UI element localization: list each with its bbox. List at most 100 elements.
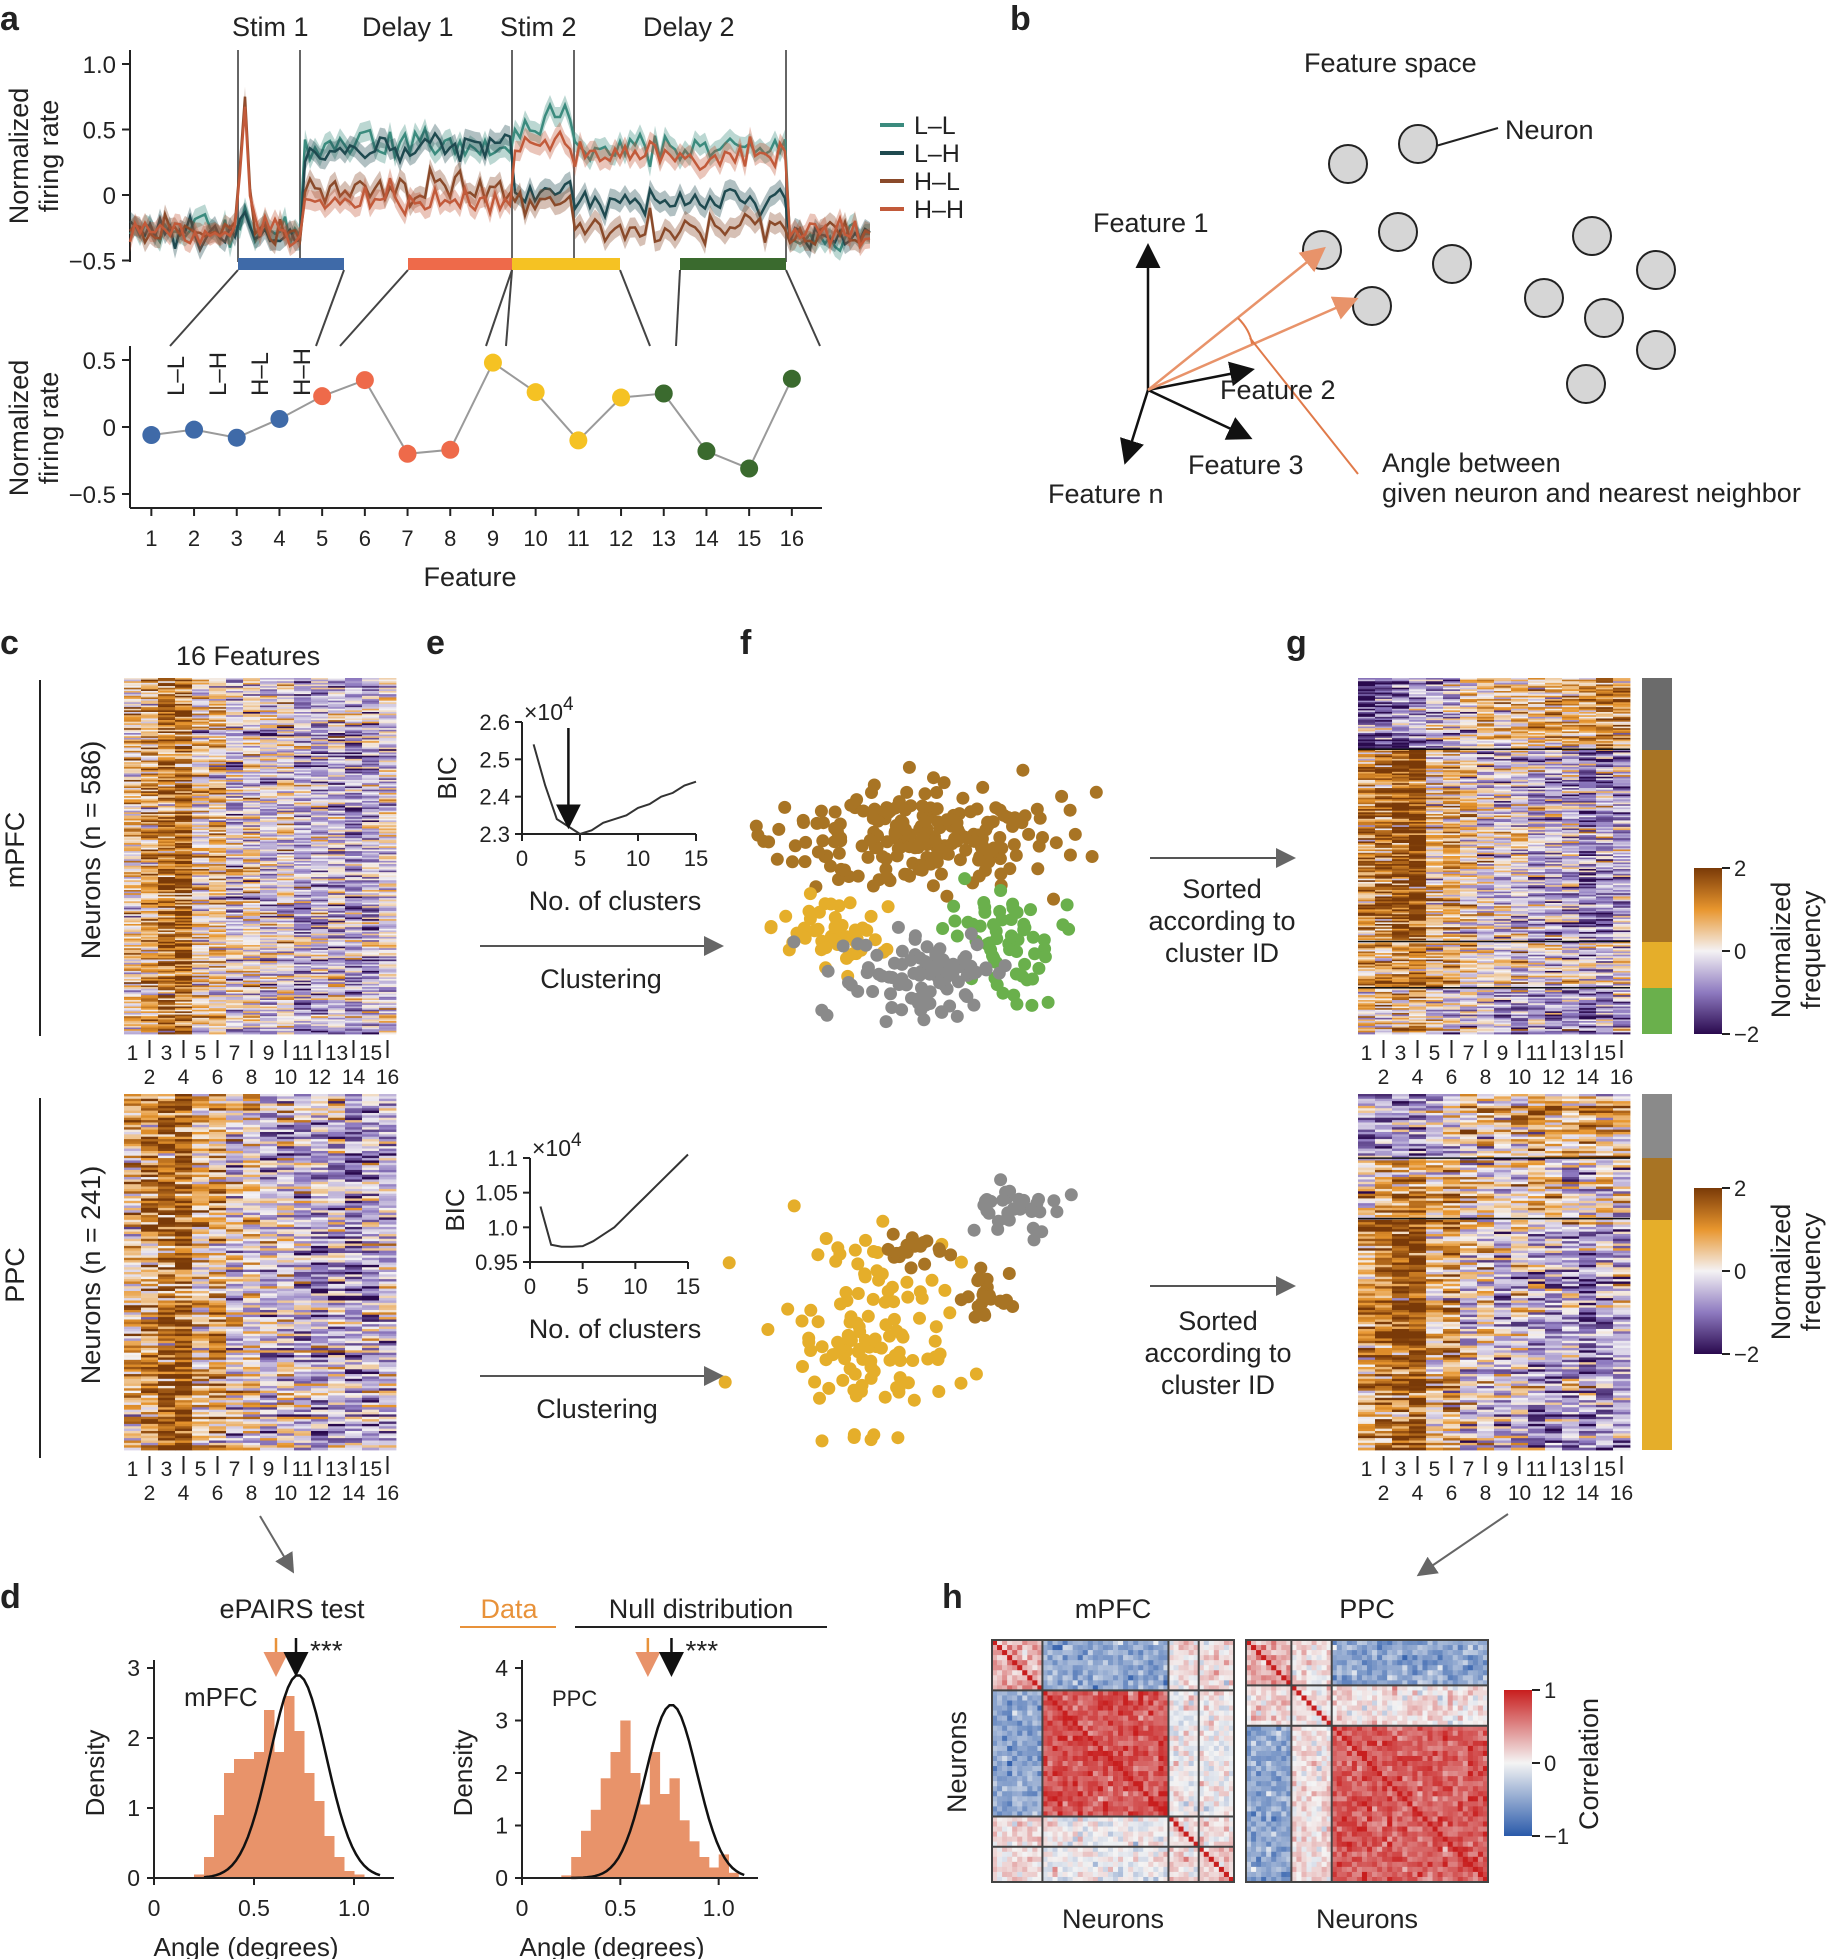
heat-cell bbox=[294, 786, 312, 789]
heat-cell bbox=[226, 729, 244, 732]
heat-cell bbox=[345, 1260, 363, 1263]
heat-cell bbox=[175, 765, 193, 768]
heat-cell bbox=[345, 682, 363, 685]
heat-cell bbox=[158, 833, 176, 836]
heat-cell bbox=[362, 872, 380, 875]
heat-cell bbox=[158, 877, 176, 880]
heat-cell bbox=[175, 899, 193, 902]
heat-cell bbox=[141, 1096, 159, 1100]
heat-cell bbox=[243, 799, 261, 802]
heat-cell bbox=[243, 1094, 261, 1097]
heat-cell bbox=[311, 1253, 329, 1256]
heat-cell bbox=[328, 1196, 346, 1199]
heat-cell bbox=[192, 1272, 210, 1275]
heat-cell bbox=[192, 692, 210, 695]
heat-cell bbox=[311, 802, 329, 805]
heat-cell bbox=[260, 880, 278, 883]
heat-cell bbox=[226, 966, 244, 969]
heat-cell bbox=[294, 904, 312, 907]
heat-cell bbox=[209, 940, 227, 943]
heat-cell bbox=[226, 760, 244, 763]
heat-cell bbox=[192, 856, 210, 859]
heat-cell bbox=[362, 1016, 380, 1019]
heat-cell bbox=[379, 1255, 397, 1259]
heat-cell bbox=[124, 915, 142, 918]
heat-cell bbox=[158, 1177, 176, 1180]
heat-cell bbox=[294, 875, 312, 878]
heat-cell bbox=[192, 1169, 210, 1173]
heat-cell bbox=[209, 710, 227, 713]
heat-cell bbox=[141, 839, 159, 842]
heat-cell bbox=[311, 726, 329, 729]
heat-cell bbox=[362, 729, 380, 732]
heat-cell bbox=[226, 1131, 244, 1135]
heat-cell bbox=[328, 1241, 346, 1244]
heat-cell bbox=[158, 983, 176, 986]
heat-cell bbox=[226, 768, 244, 771]
heat-cell bbox=[260, 681, 278, 684]
heat-cell bbox=[226, 686, 244, 689]
heat-cell bbox=[345, 1122, 363, 1126]
heat-cell bbox=[277, 687, 295, 690]
heat-cell bbox=[311, 854, 329, 857]
heat-cell bbox=[260, 1096, 278, 1100]
heat-cell bbox=[311, 809, 329, 812]
heat-cell bbox=[192, 923, 210, 926]
heat-cell bbox=[277, 791, 295, 794]
heat-cell bbox=[260, 998, 278, 1001]
heat-cell bbox=[362, 857, 380, 860]
heat-cell bbox=[192, 983, 210, 986]
heat-cell bbox=[311, 694, 329, 697]
heat-cell bbox=[175, 1148, 193, 1152]
heat-cell bbox=[209, 930, 227, 933]
heat-cell bbox=[226, 726, 244, 729]
heat-cell bbox=[141, 998, 159, 1001]
heat-cell bbox=[294, 1003, 312, 1006]
heat-cell bbox=[141, 1186, 159, 1190]
heat-cell bbox=[209, 1174, 227, 1178]
heat-cell bbox=[294, 684, 312, 687]
heat-cell bbox=[209, 1205, 227, 1209]
heat-cell bbox=[192, 749, 210, 752]
heat-cell bbox=[141, 1127, 159, 1130]
heat-cell bbox=[158, 943, 176, 946]
heat-cell bbox=[379, 843, 397, 846]
heat-cell bbox=[141, 778, 159, 781]
heat-cell bbox=[175, 702, 193, 705]
heat-cell bbox=[226, 1094, 244, 1097]
heat-cell bbox=[277, 754, 295, 757]
heat-cell bbox=[260, 1024, 278, 1027]
heat-cell bbox=[311, 946, 329, 949]
heat-cell bbox=[362, 1009, 380, 1012]
heat-cell bbox=[192, 802, 210, 805]
heat-cell bbox=[226, 1110, 244, 1114]
heat-cell bbox=[311, 1012, 329, 1015]
heat-cell bbox=[311, 762, 329, 765]
heat-cell bbox=[277, 870, 295, 873]
heat-cell bbox=[345, 883, 363, 886]
heat-cell bbox=[294, 1257, 312, 1261]
heat-cell bbox=[379, 1217, 397, 1221]
heat-cell bbox=[294, 776, 312, 779]
heat-cell bbox=[243, 847, 261, 850]
heat-cell bbox=[226, 800, 244, 803]
x-tick-label: 5 bbox=[316, 526, 328, 551]
heat-cell bbox=[277, 864, 295, 867]
heat-cell bbox=[192, 767, 210, 770]
heat-cell bbox=[158, 873, 176, 876]
heat-cell bbox=[192, 823, 210, 826]
heat-cell bbox=[124, 711, 142, 714]
heat-cell bbox=[294, 741, 312, 744]
heat-cell bbox=[243, 760, 261, 763]
heat-cell bbox=[379, 917, 397, 920]
heat-cell bbox=[345, 1030, 363, 1033]
heat-cell bbox=[362, 1148, 380, 1152]
heat-cell bbox=[311, 1094, 329, 1097]
heat-cell bbox=[328, 998, 346, 1001]
heat-cell bbox=[362, 687, 380, 690]
heat-cell bbox=[124, 828, 142, 831]
firing-rate-traces bbox=[128, 86, 871, 261]
heat-cell bbox=[158, 1136, 176, 1140]
heat-cell bbox=[379, 779, 397, 782]
heat-cell bbox=[260, 1269, 278, 1273]
